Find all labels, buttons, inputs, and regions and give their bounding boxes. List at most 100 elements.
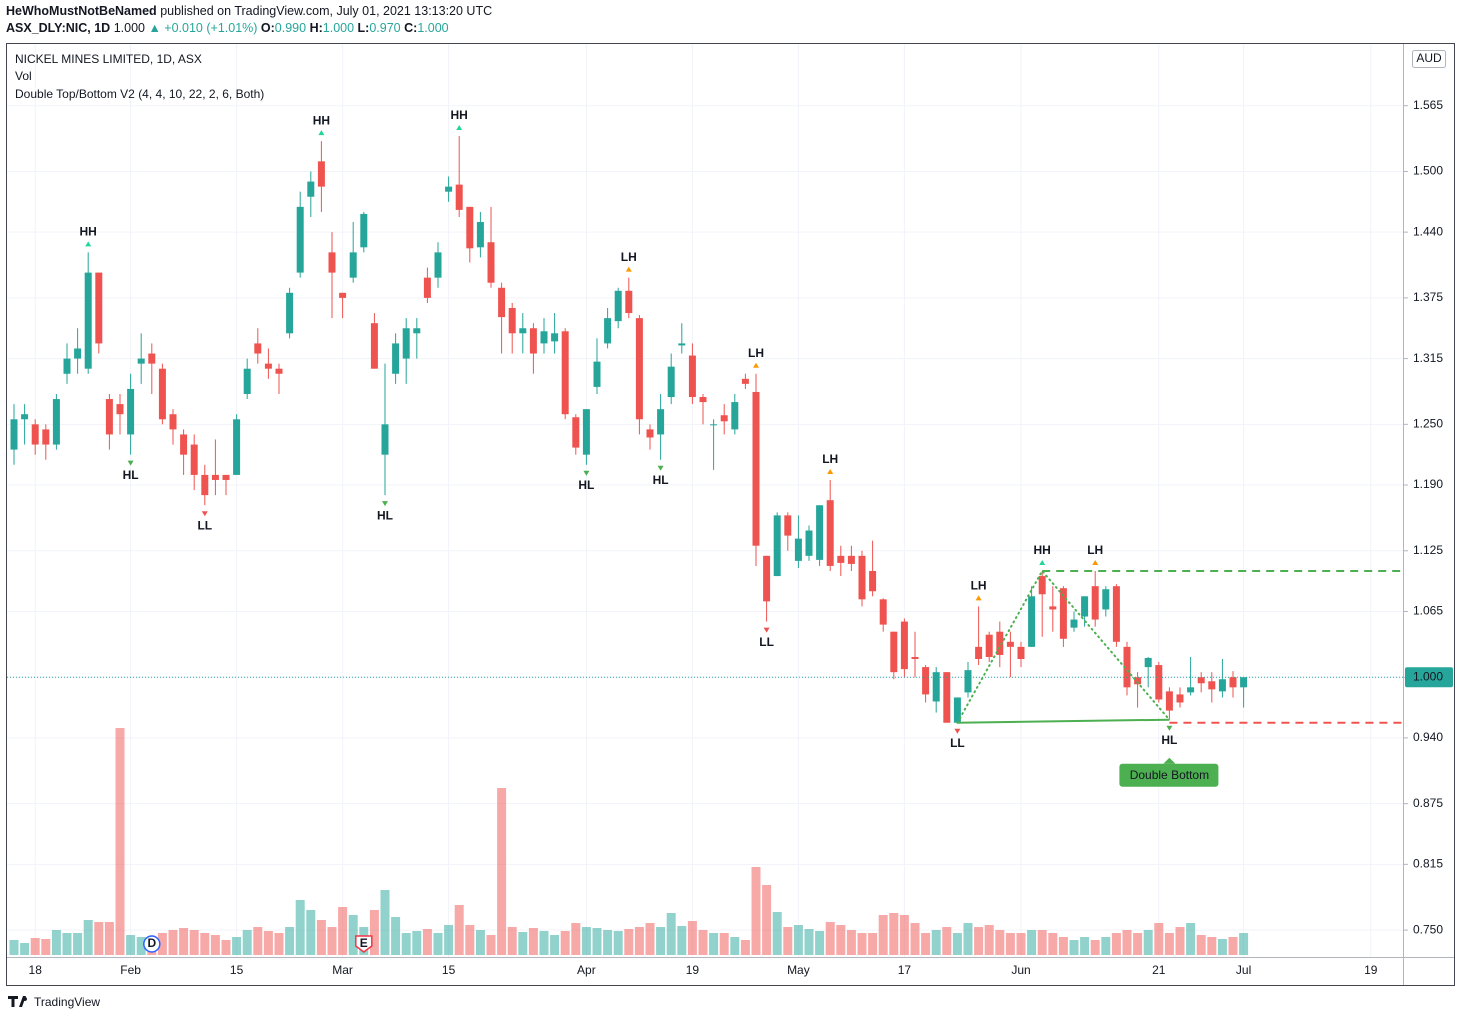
volume-bar [369,910,379,955]
frame [6,43,1455,986]
pattern-zigzag [956,569,1171,724]
candle-body [222,474,230,480]
candle-body [805,530,813,556]
volume-bar [825,922,835,955]
pivot-label: LH [822,452,838,466]
candle-body [21,414,29,420]
candle-body [667,366,675,398]
y-tick-label: 1.315 [1413,351,1443,365]
ohlc-key: H: [310,21,323,35]
candle-body [1134,677,1142,685]
candle-body [678,343,686,346]
candle-body [1176,694,1184,703]
volume-bar [104,922,114,955]
volume-bar [921,933,931,955]
pivot-marker [1092,560,1099,566]
volume-bar [422,929,432,955]
candle-body [763,555,771,602]
pivot-marker [753,362,759,368]
volume-bar [889,913,899,955]
volume-bar [9,940,19,955]
candle-body [1081,596,1089,617]
candle-body [498,287,506,318]
volume-bar [1164,933,1174,955]
y-tick-label: 0.750 [1413,922,1443,936]
volume-bar [189,930,199,955]
volume-bar [295,900,305,955]
candle-body [1112,586,1120,642]
pivot-label: HL [377,508,393,522]
volume-bar [179,928,189,955]
x-tick-label: Jul [1236,963,1251,977]
y-tick-label: 1.565 [1413,98,1443,112]
candle-body [890,631,898,673]
volume-bar [719,933,729,955]
published: published on TradingView.com, July 01, 2… [160,4,492,18]
volume-bar [740,940,750,955]
volume-bar [454,905,464,955]
candle-body [317,161,325,187]
candle-body [349,252,357,278]
candle-body [63,358,71,374]
pivot-marker [85,241,92,247]
volume-bar [1207,937,1217,955]
volume-bar [560,931,570,955]
volume-bar [338,907,348,955]
volume-bar [846,930,856,955]
volume-pane [9,728,1249,955]
candle-body [1208,681,1216,690]
volume-bar [73,933,83,955]
candle-body [95,272,103,344]
volume-bar [444,925,454,955]
candle-body [1006,641,1014,647]
event-label: E [360,936,368,950]
y-tick-label: 1.500 [1413,164,1443,178]
volume-bar [242,930,252,955]
volume-bar [41,939,51,955]
y-tick-label: 1.190 [1413,477,1443,491]
volume-bar [115,728,125,955]
candle-body [1038,576,1046,595]
candle-body [264,363,272,369]
author: HeWhoMustNotBeNamed [6,4,157,18]
candle-body [1165,691,1173,711]
candle-body [773,515,781,577]
price: 1.000 [114,21,145,35]
pivot-marker [657,465,664,471]
volume-bar [83,920,93,955]
candle-body [858,555,866,600]
pivot-marker [127,460,134,466]
volume-bar [1005,933,1015,955]
candle-body [1155,665,1163,700]
event-icon [355,935,373,953]
candle-body [741,378,749,384]
candle-body [466,206,474,249]
candle-body [52,399,60,445]
pivot-label: LL [759,635,774,649]
volume-bar [687,921,697,955]
pattern-label: Double Bottom [1130,768,1209,782]
candle-body [158,368,166,420]
event-icon [143,935,161,953]
candle-body [1059,588,1067,639]
volume-bar [1080,937,1090,955]
candle-body [964,670,972,693]
volume-bar [974,927,984,955]
chart-title: NICKEL MINES LIMITED, 1D, ASX [15,52,202,66]
candle-body [211,474,219,480]
volume-bar [20,943,30,955]
candle-body [413,328,421,334]
candle-body [243,368,251,394]
volume-bar [899,915,909,955]
candle-body [381,424,389,455]
candle-body [752,391,760,546]
x-tick-label: 21 [1152,963,1166,977]
candle-body [816,505,824,560]
volume-bar [507,927,517,955]
x-tick-label: 19 [1364,963,1378,977]
candle-body [328,252,336,273]
candle-body [127,388,135,435]
candle-body [1229,677,1237,688]
pivot-marker [583,470,590,476]
